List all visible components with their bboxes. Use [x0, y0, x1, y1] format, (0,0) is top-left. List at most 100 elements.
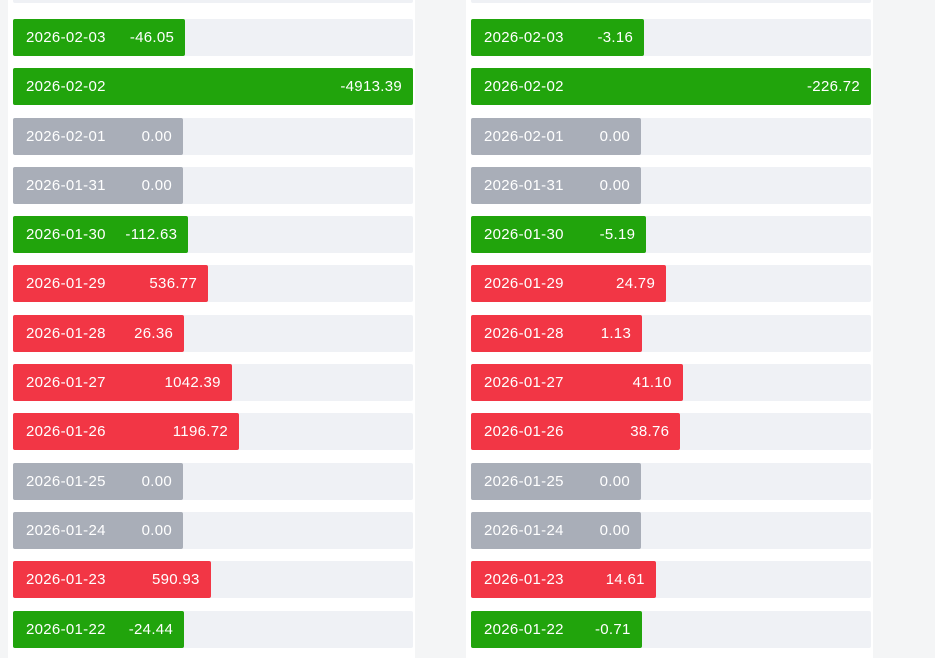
pnl-panel-right: 2026-02-03 -3.16 2026-02-02 -226.72 2026-02-…	[466, 0, 873, 658]
bar-date-label: 2026-02-03	[484, 29, 564, 46]
pnl-bar[interactable]: 2026-01-22 -24.44	[13, 610, 185, 648]
pnl-bar[interactable]: 2026-01-31 0.00	[471, 166, 641, 204]
bar-value-label: -226.72	[807, 78, 860, 96]
bar-value-label: 0.00	[141, 176, 172, 194]
clipped-row-sliver	[13, 0, 413, 3]
bar-value-label: -5.19	[599, 226, 636, 244]
bar-date-label: 2026-01-24	[26, 521, 106, 539]
bar-row: 2026-01-29 24.79	[471, 265, 871, 303]
bar-row: 2026-01-27 41.10	[471, 364, 871, 402]
bar-row: 2026-01-26 38.76	[471, 413, 871, 451]
pnl-bar[interactable]: 2026-02-02 -226.72	[471, 68, 871, 106]
bar-value-label: 0.00	[141, 472, 172, 490]
pnl-bar[interactable]: 2026-01-22 -0.71	[471, 610, 642, 648]
pnl-bar[interactable]: 2026-01-23 14.61	[471, 561, 656, 599]
bar-date-label: 2026-02-03	[26, 29, 106, 46]
bar-value-label: 0.00	[599, 176, 630, 194]
bar-row: 2026-01-30 -112.63	[13, 216, 413, 254]
bar-date-label: 2026-02-01	[26, 127, 106, 145]
bar-row: 2026-02-01 0.00	[471, 117, 871, 155]
bar-value-label: 0.00	[141, 127, 172, 145]
bar-row: 2026-01-24 0.00	[471, 511, 871, 549]
bar-row: 2026-01-29 536.77	[13, 265, 413, 303]
bar-list-right: 2026-02-03 -3.16 2026-02-02 -226.72 2026-02-…	[471, 19, 873, 648]
bar-row: 2026-02-02 -4913.39	[13, 68, 413, 106]
pnl-bar[interactable]: 2026-01-28 26.36	[13, 314, 185, 352]
bar-row: 2026-01-30 -5.19	[471, 216, 871, 254]
pnl-bar[interactable]: 2026-01-30 -112.63	[13, 216, 189, 254]
bar-date-label: 2026-01-22	[484, 620, 564, 638]
bar-value-label: 1.13	[600, 324, 632, 342]
bar-value-label: 0.00	[599, 472, 630, 490]
bar-row: 2026-02-03 -3.16	[471, 19, 871, 56]
bar-date-label: 2026-01-25	[484, 472, 564, 490]
bar-row: 2026-02-01 0.00	[13, 117, 413, 155]
pnl-bar[interactable]: 2026-01-24 0.00	[13, 511, 183, 549]
bar-row: 2026-02-03 -46.05	[13, 19, 413, 56]
bar-date-label: 2026-01-27	[26, 374, 106, 392]
pnl-bar[interactable]: 2026-02-03 -46.05	[13, 19, 186, 56]
bar-row: 2026-01-27 1042.39	[13, 364, 413, 402]
bar-value-label: 38.76	[630, 423, 670, 441]
bar-row: 2026-02-02 -226.72	[471, 68, 871, 106]
pnl-bar[interactable]: 2026-01-25 0.00	[13, 462, 183, 500]
pnl-bar[interactable]: 2026-01-27 1042.39	[13, 364, 232, 402]
bar-value-label: 41.10	[632, 374, 672, 392]
pnl-panel-left: 2026-02-03 -46.05 2026-02-02 -4913.39 2026-0…	[8, 0, 415, 658]
bar-row: 2026-01-26 1196.72	[13, 413, 413, 451]
bar-row: 2026-01-22 -24.44	[13, 610, 413, 648]
bar-date-label: 2026-01-29	[484, 275, 564, 293]
bar-list-left: 2026-02-03 -46.05 2026-02-02 -4913.39 2026-0…	[13, 19, 415, 648]
bar-date-label: 2026-01-23	[26, 571, 106, 589]
pnl-bar[interactable]: 2026-02-03 -3.16	[471, 19, 645, 56]
bar-value-label: -4913.39	[340, 78, 402, 96]
bar-date-label: 2026-01-22	[26, 620, 106, 638]
pnl-bar[interactable]: 2026-01-24 0.00	[471, 511, 641, 549]
bar-row: 2026-01-28 26.36	[13, 314, 413, 352]
bar-date-label: 2026-02-02	[484, 78, 564, 96]
bar-row: 2026-01-31 0.00	[13, 166, 413, 204]
bar-row: 2026-01-31 0.00	[471, 166, 871, 204]
bar-value-label: 0.00	[599, 127, 630, 145]
pnl-bar[interactable]: 2026-01-31 0.00	[13, 166, 183, 204]
bar-date-label: 2026-01-28	[26, 324, 106, 342]
pnl-bar[interactable]: 2026-01-23 590.93	[13, 561, 211, 599]
bar-value-label: 0.00	[599, 521, 630, 539]
bar-date-label: 2026-01-31	[26, 176, 106, 194]
bar-date-label: 2026-01-25	[26, 472, 106, 490]
bar-row: 2026-01-25 0.00	[13, 462, 413, 500]
bar-date-label: 2026-01-28	[484, 324, 564, 342]
pnl-bar[interactable]: 2026-01-25 0.00	[471, 462, 641, 500]
pnl-bar[interactable]: 2026-01-29 24.79	[471, 265, 667, 303]
bar-date-label: 2026-02-02	[26, 78, 106, 96]
clipped-row-sliver	[471, 0, 871, 3]
pnl-bar[interactable]: 2026-02-01 0.00	[471, 117, 641, 155]
bar-row: 2026-01-22 -0.71	[471, 610, 871, 648]
bar-date-label: 2026-01-30	[26, 226, 106, 244]
pnl-bar[interactable]: 2026-01-26 1196.72	[13, 413, 239, 451]
bar-value-label: -0.71	[594, 620, 631, 638]
pnl-bar[interactable]: 2026-02-02 -4913.39	[13, 68, 413, 106]
bar-value-label: -3.16	[597, 29, 634, 46]
bar-date-label: 2026-01-29	[26, 275, 106, 293]
bar-date-label: 2026-01-31	[484, 176, 564, 194]
bar-value-label: 1042.39	[164, 374, 221, 392]
bar-value-label: 14.61	[605, 571, 645, 589]
bar-date-label: 2026-01-27	[484, 374, 564, 392]
bar-value-label: -24.44	[128, 620, 174, 638]
bar-date-label: 2026-01-30	[484, 226, 564, 244]
bar-value-label: -46.05	[129, 29, 175, 46]
pnl-bar[interactable]: 2026-01-26 38.76	[471, 413, 681, 451]
bar-date-label: 2026-01-24	[484, 521, 564, 539]
pnl-bar[interactable]: 2026-01-28 1.13	[471, 314, 643, 352]
pnl-bar[interactable]: 2026-01-30 -5.19	[471, 216, 647, 254]
bar-date-label: 2026-01-26	[26, 423, 106, 441]
bar-row: 2026-01-25 0.00	[471, 462, 871, 500]
pnl-bar[interactable]: 2026-01-29 536.77	[13, 265, 209, 303]
bar-value-label: 536.77	[149, 275, 198, 293]
pnl-bar[interactable]: 2026-01-27 41.10	[471, 364, 683, 402]
bar-date-label: 2026-02-01	[484, 127, 564, 145]
pnl-bar[interactable]: 2026-02-01 0.00	[13, 117, 183, 155]
bar-value-label: 1196.72	[172, 423, 228, 441]
